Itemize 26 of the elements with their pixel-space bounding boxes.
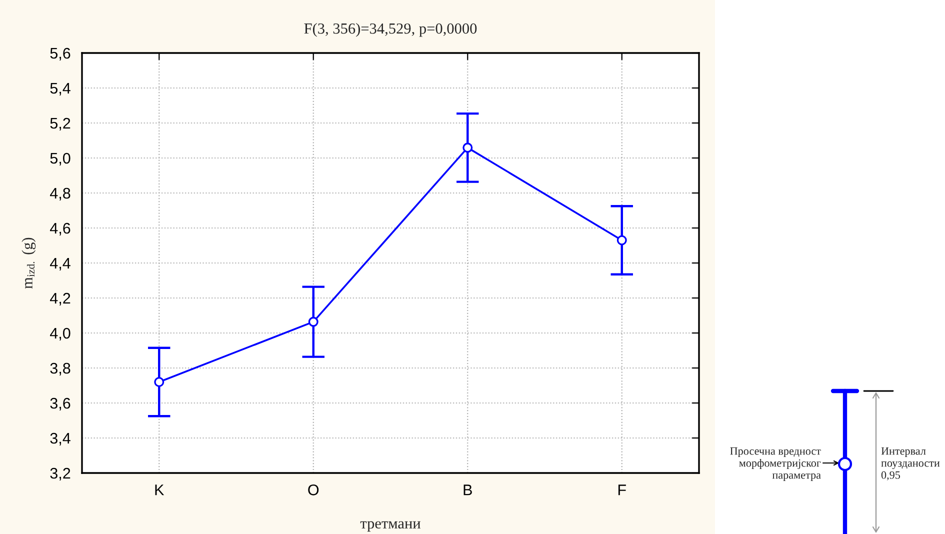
x-tick-label: O — [308, 484, 319, 496]
point — [462, 142, 473, 153]
point — [154, 377, 164, 387]
y-tick-label: 3,2 — [50, 468, 70, 480]
y-tick-label: 5,0 — [50, 152, 70, 166]
x-axis-title: третмани — [360, 521, 420, 532]
y-tick-label: 4,8 — [50, 188, 70, 200]
point — [616, 235, 627, 246]
y-tick-label: 5,4 — [50, 83, 70, 96]
y-tick-label: 3,6 — [50, 398, 70, 410]
x-tick-label: K — [155, 484, 164, 496]
x-tick-label: F — [618, 484, 626, 496]
x-tick-label: B — [464, 484, 472, 496]
y-tick-label: 4,6 — [50, 222, 70, 236]
text: Просечна вредност морфометријског параметра — [730, 447, 821, 482]
y-tick-label: 4,4 — [50, 258, 70, 270]
chart-title: F(3, 356)=34,529, p=0,0000 — [304, 22, 477, 37]
point — [308, 316, 318, 327]
y-axis-title: m$_{izd.}$ (g) — [22, 238, 36, 289]
y-tick-label: 5,6 — [50, 48, 70, 60]
y-tick-label: 5,2 — [50, 118, 70, 130]
y-tick-label: 4,0 — [50, 328, 70, 340]
y-tick-label: 4,2 — [50, 292, 70, 306]
text: Интервал поузданости 0,95 — [881, 447, 940, 480]
y-tick-label: 3,4 — [50, 432, 70, 446]
y-tick-label: 3,8 — [50, 362, 70, 376]
